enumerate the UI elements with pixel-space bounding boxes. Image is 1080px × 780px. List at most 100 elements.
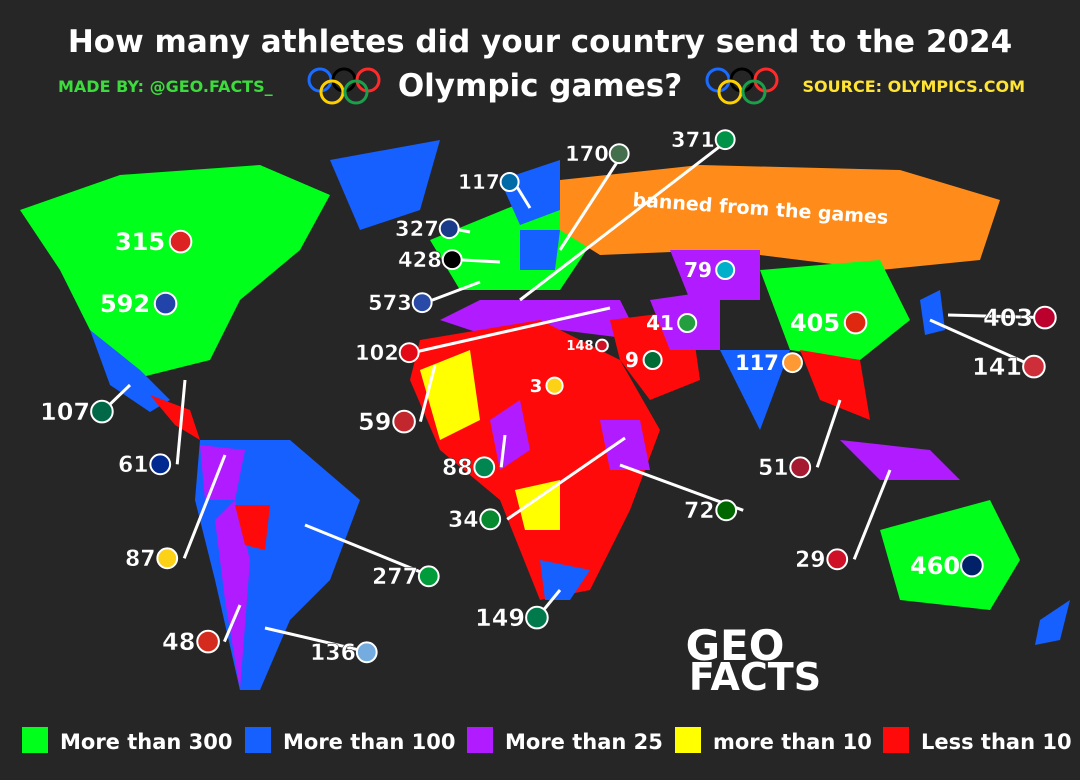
logo: GEO [686, 621, 785, 670]
flag [642, 350, 663, 370]
athlete-count: 315 [115, 228, 165, 256]
connector [264, 626, 370, 654]
flag [90, 399, 114, 424]
athlete-count: 136 [310, 641, 356, 666]
logo: FACTS [689, 655, 821, 699]
flag [196, 629, 220, 654]
athlete-count: 9 [625, 348, 639, 372]
legend-label: More than 25 [505, 730, 663, 754]
connector [506, 436, 626, 521]
athlete-count: 79 [684, 258, 712, 282]
flag [782, 352, 803, 374]
athlete-count: 428 [398, 248, 442, 272]
flag [441, 249, 463, 271]
flag [1022, 354, 1046, 379]
flag [473, 456, 496, 479]
athlete-count: 87 [125, 547, 156, 572]
flag [398, 342, 420, 364]
flag [153, 291, 178, 316]
flag [595, 338, 609, 353]
flag [355, 641, 378, 664]
flag [417, 565, 440, 588]
athlete-count: 59 [358, 408, 391, 436]
legend-swatch [675, 727, 701, 753]
legend-label: more than 10 [713, 730, 872, 754]
flag [843, 310, 868, 335]
title: How many athletes did your country send … [68, 24, 1012, 60]
connector [455, 258, 501, 264]
athlete-count: 170 [565, 142, 609, 166]
athlete-count: 403 [983, 304, 1033, 332]
athlete-count: 41 [646, 311, 674, 335]
athlete-count: 327 [395, 217, 439, 241]
athlete-count: 460 [910, 552, 960, 580]
olympic-rings [307, 67, 779, 105]
legend-label: More than 300 [60, 730, 233, 754]
athlete-count: 61 [118, 453, 149, 478]
legend-swatch [883, 727, 909, 753]
credit: MADE BY: @GEO.FACTS_ [58, 77, 273, 96]
athlete-count: 29 [795, 548, 826, 573]
legend-swatch [467, 727, 493, 753]
flag [525, 605, 549, 630]
flag [826, 548, 849, 571]
connector [223, 604, 242, 643]
world-map [20, 140, 1070, 690]
flag [168, 229, 193, 254]
flag [677, 313, 698, 333]
athlete-count: 51 [758, 456, 789, 481]
connector [499, 434, 507, 468]
connector [182, 454, 227, 559]
legend-swatch [245, 727, 271, 753]
athlete-count: 88 [442, 456, 473, 481]
flag [411, 292, 433, 314]
flag [479, 508, 502, 531]
flag [789, 456, 812, 479]
athlete-count: 592 [100, 290, 150, 318]
flag [1033, 305, 1057, 330]
connector [418, 364, 437, 422]
connector [412, 306, 611, 355]
athlete-count: 107 [40, 398, 90, 426]
source: SOURCE: OLYMPICS.COM [803, 77, 1025, 96]
athlete-count: 48 [162, 628, 195, 656]
legend-label: Less than 10 [921, 730, 1072, 754]
title: Olympic games? [398, 68, 682, 104]
connector [425, 280, 481, 305]
flag [438, 218, 460, 240]
labels: 315 592 327 428 573 102 107 61 59 87 48 136 277 149 88… [40, 128, 1057, 666]
flag [392, 409, 416, 434]
legend-swatch [22, 727, 48, 753]
connector [519, 138, 730, 302]
connector [947, 313, 1046, 320]
athlete-count: 117 [458, 170, 500, 194]
athlete-count: 117 [735, 351, 779, 375]
connector [929, 318, 1036, 368]
athlete-count: 102 [355, 341, 399, 365]
athlete-count: 405 [790, 309, 840, 337]
legend: More than 300 More than 100 More than 25 mo… [22, 727, 1072, 754]
athlete-count: 573 [368, 291, 412, 315]
flag [149, 453, 172, 476]
connector [558, 152, 624, 251]
legend-label: More than 100 [283, 730, 456, 754]
athlete-count: 3 [530, 376, 543, 397]
athlete-count: 371 [671, 128, 715, 152]
flag [715, 260, 736, 280]
flag [545, 376, 564, 395]
flag [714, 129, 736, 151]
connector [815, 399, 842, 468]
athlete-count: 34 [448, 508, 479, 533]
connector [852, 469, 892, 560]
flag [156, 547, 179, 570]
flag [715, 499, 738, 522]
athlete-count: 141 [972, 353, 1022, 381]
athlete-count: 277 [372, 565, 418, 590]
flag [499, 172, 520, 192]
flag [960, 553, 984, 578]
athlete-count: 72 [684, 499, 715, 524]
connector [304, 523, 432, 578]
connector [175, 379, 187, 465]
athlete-count: 149 [475, 604, 525, 632]
